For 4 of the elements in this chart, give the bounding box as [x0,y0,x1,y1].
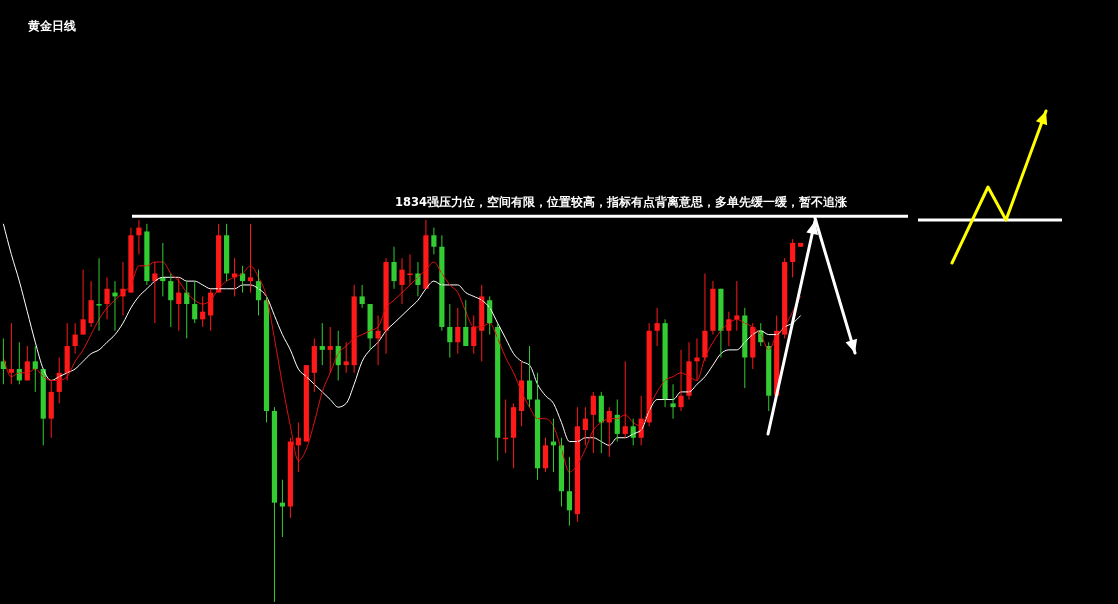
chart-title: 黄金日线 [27,19,76,33]
candlestick [407,253,413,286]
ref-line-label: 1834强压力位，空间有限，位置较高，指标有点背离意思，多单先缓一缓，暂不追涨 [395,195,849,210]
candlestick [96,257,102,332]
